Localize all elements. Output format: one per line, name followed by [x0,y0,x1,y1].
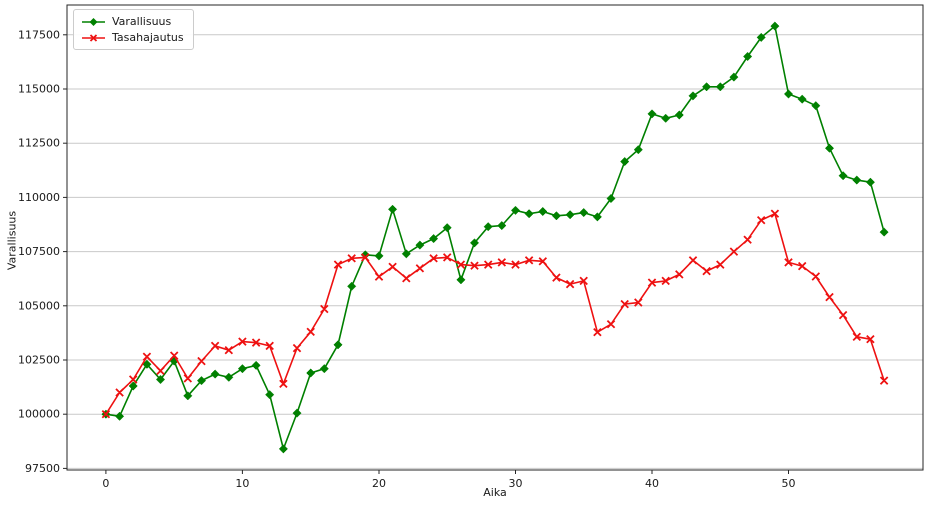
legend-item-tasahajautus: Tasahajautus [81,31,184,44]
tasahajautus-legend-marker [82,33,105,42]
x-tick-label: 0 [102,477,109,490]
x-tick-label: 10 [235,477,249,490]
y-tick-label: 100000 [18,408,60,421]
series-markers-tasahajautus [101,209,889,419]
y-tick-label: 107500 [18,245,60,258]
x-tick-label: 50 [782,477,796,490]
y-tick-label: 117500 [18,28,60,41]
y-tick-label: 115000 [18,83,60,96]
y-tick-label: 105000 [18,299,60,312]
series-markers-varallisuus [101,21,889,454]
varallisuus-legend-marker [82,17,105,26]
y-tick-label: 97500 [25,462,60,475]
series-line-varallisuus [105,25,885,450]
x-tick-label: 30 [509,477,523,490]
y-tick-label: 102500 [18,354,60,367]
x-tick-label: 20 [372,477,386,490]
legend-item-varallisuus: Varallisuus [81,15,184,28]
y-tick-label: 110000 [18,191,60,204]
plot-border [66,4,924,471]
y-axis-label: Varallisuus [5,210,19,271]
y-tick-label: 112500 [18,137,60,150]
series-line-tasahajautus [105,212,885,415]
legend-label-tasahajautus: Tasahajautus [112,31,184,44]
legend-label-varallisuus: Varallisuus [112,15,172,28]
x-axis-label: Aika [483,486,507,499]
x-tick-label: 40 [645,477,659,490]
legend: Varallisuus Tasahajautus [73,9,194,50]
